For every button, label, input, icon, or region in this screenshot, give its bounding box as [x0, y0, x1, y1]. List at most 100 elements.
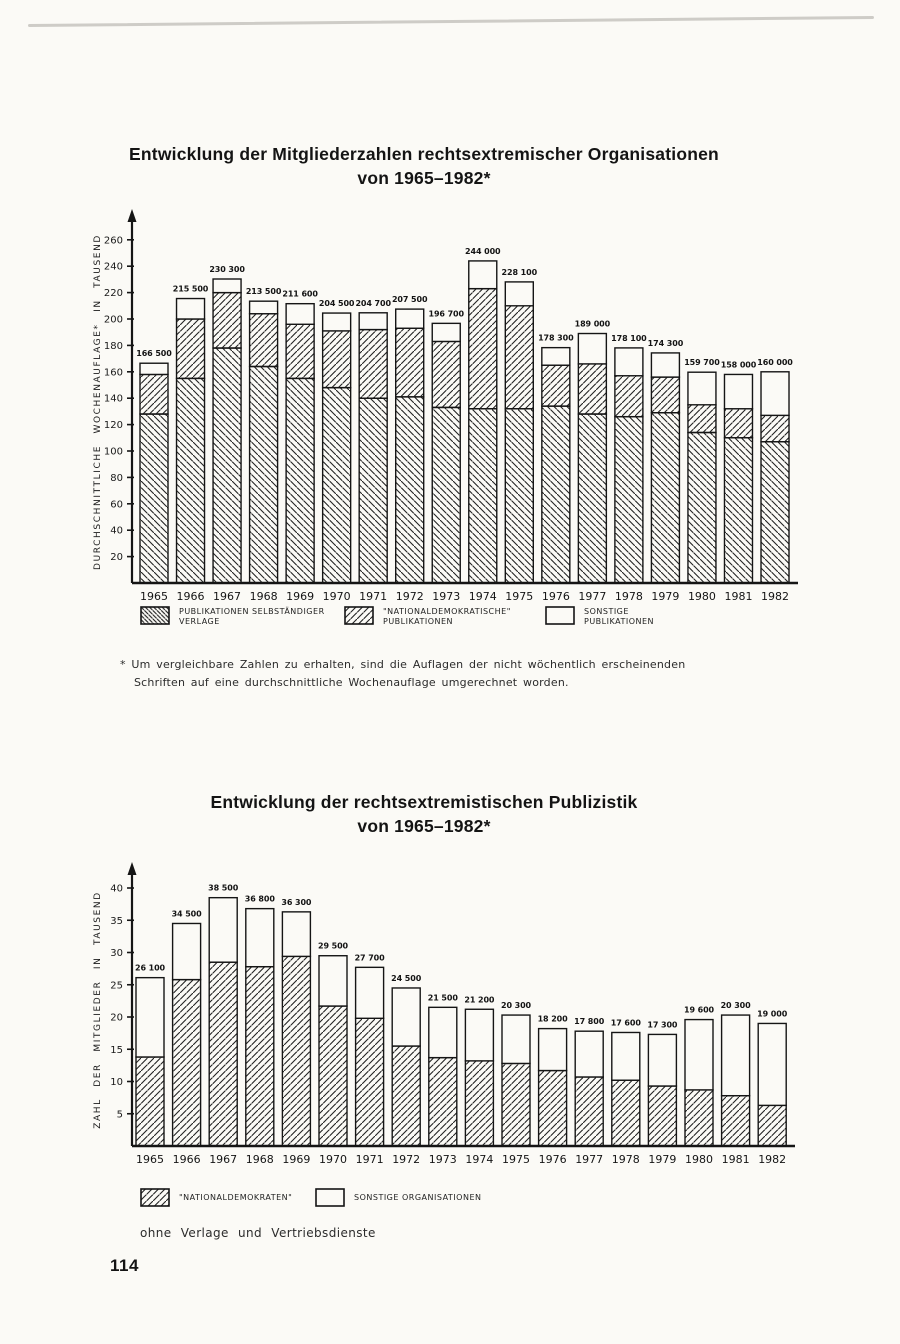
x-tick-label: 1976: [542, 590, 570, 603]
bar-segment: [464, 1060, 495, 1147]
bar-value-label: 20 300: [721, 1001, 752, 1010]
bar-value-label: 204 700: [355, 299, 391, 308]
x-tick-label: 1965: [136, 1153, 164, 1166]
bar-segment: [504, 281, 534, 307]
bar-segment: [541, 405, 571, 584]
bar-segment: [501, 1062, 531, 1147]
bar-segment: [139, 413, 169, 584]
bar-1978: 17 600 1978: [611, 1018, 642, 1166]
bar-segment: [760, 371, 790, 417]
bar-segment: [135, 976, 165, 1058]
bar-1967: 230 300 1967: [209, 265, 245, 603]
legend-label-line1: SONSTIGE: [584, 607, 629, 616]
bar-1968: 36 800 1968: [245, 895, 276, 1166]
legend-label: "NATIONALDEMOKRATISCHE" PUBLIKATIONEN: [383, 606, 511, 627]
x-tick-label: 1969: [282, 1153, 310, 1166]
bar-segment: [321, 330, 352, 389]
bar-value-label: 19 000: [757, 1009, 788, 1018]
x-tick-label: 1981: [724, 590, 752, 603]
x-tick-label: 1967: [209, 1153, 237, 1166]
bar-1973: 21 500 1973: [428, 993, 459, 1166]
bar-value-label: 166 500: [136, 349, 172, 358]
bar-segment: [574, 1030, 604, 1078]
x-tick-label: 1971: [356, 1153, 384, 1166]
legend-label-line2: PUBLIKATIONEN: [383, 617, 454, 626]
bar-segment: [577, 332, 608, 365]
bar-value-label: 230 300: [209, 265, 245, 274]
legend-item-verlage: PUBLIKATIONEN SELBSTÄNDIGER VERLAGE: [140, 606, 325, 627]
bar-segment: [175, 297, 206, 320]
bar-segment: [281, 911, 312, 958]
y-axis-arrow-icon: [127, 209, 137, 222]
y-tick-label: 120: [104, 420, 123, 431]
x-tick-label: 1968: [246, 1153, 274, 1166]
bar-segment: [245, 907, 275, 968]
y-tick-label: 80: [110, 473, 123, 484]
bar-value-label: 29 500: [318, 942, 349, 951]
bar-segment: [212, 347, 242, 584]
bar-segment: [541, 364, 571, 407]
bar-segment: [541, 346, 571, 366]
bar-segment: [431, 340, 461, 409]
bar-value-label: 24 500: [391, 974, 422, 983]
bar-value-label: 159 700: [684, 358, 720, 367]
bar-value-label: 21 200: [464, 995, 495, 1004]
bar-segment: [321, 386, 352, 584]
chart1-canvas: 20 40 60 80 100 120 140 160 180 200 220 240 260DURCH…: [93, 209, 798, 603]
chart2-canvas: 5 10 15 20 25 30 35 40 ZAHL DER MITGLIEDER IN TA…: [93, 862, 795, 1166]
bar-1969: 211 600 1969: [282, 290, 318, 603]
chart1-title: Entwicklung der Mitgliederzahlen rechtse…: [0, 142, 874, 190]
bar-segment: [281, 955, 312, 1147]
bar-segment: [757, 1022, 787, 1107]
legend-label: "NATIONALDEMOKRATEN": [179, 1188, 292, 1203]
bar-segment: [171, 922, 202, 981]
bar-segment: [537, 1027, 568, 1072]
bar-value-label: 160 000: [757, 358, 793, 367]
y-tick-label: 30: [110, 948, 123, 959]
legend-label-line2: VERLAGE: [179, 617, 220, 626]
footnote-line1: * Um vergleichbare Zahlen zu erhalten, s…: [120, 658, 686, 671]
bar-segment: [358, 328, 388, 399]
bar-1971: 204 700 1971: [355, 299, 391, 603]
chart2-title: Entwicklung der rechtsextremistischen Pu…: [0, 790, 874, 838]
bar-segment: [537, 1069, 568, 1147]
y-tick-label: 220: [104, 288, 123, 299]
y-tick-label: 180: [104, 341, 123, 352]
legend-item-sonstige: SONSTIGE PUBLIKATIONEN: [545, 606, 654, 627]
bar-value-label: 38 500: [208, 884, 239, 893]
x-tick-label: 1975: [502, 1153, 530, 1166]
x-tick-label: 1979: [651, 590, 679, 603]
bar-value-label: 26 100: [135, 964, 166, 973]
bar-segment: [208, 896, 238, 963]
bar-segment: [248, 300, 279, 315]
bar-segment: [285, 302, 315, 325]
x-tick-label: 1974: [465, 1153, 493, 1166]
bar-1973: 196 700 1973: [428, 309, 464, 603]
bar-segment: [391, 987, 421, 1047]
bar-segment: [614, 415, 644, 584]
chart2-title-line2: von 1965–1982*: [357, 816, 491, 836]
bar-segment: [723, 373, 754, 410]
bar-value-label: 244 000: [465, 247, 501, 256]
bar-1977: 189 000 1977: [575, 320, 611, 603]
x-tick-label: 1982: [761, 590, 789, 603]
bar-value-label: 174 300: [648, 339, 684, 348]
bar-1974: 244 000 1974: [465, 247, 501, 603]
x-tick-label: 1968: [250, 590, 278, 603]
bar-1982: 160 000 1982: [757, 358, 793, 603]
x-tick-label: 1980: [688, 590, 716, 603]
bar-segment: [395, 308, 425, 329]
y-tick-label: 40: [110, 884, 123, 895]
bar-segment: [245, 965, 275, 1147]
x-tick-label: 1978: [612, 1153, 640, 1166]
bar-1978: 178 100 1978: [611, 334, 647, 603]
y-axis-title: ZAHL DER MITGLIEDER IN TAUSEND: [93, 891, 103, 1129]
bar-segment: [720, 1014, 751, 1097]
hatch-dense-swatch-icon: [140, 606, 170, 625]
bar-segment: [428, 1056, 458, 1147]
bar-segment: [175, 377, 206, 584]
x-tick-label: 1979: [648, 1153, 676, 1166]
bar-segment: [611, 1031, 641, 1081]
bar-1981: 158 000 1981: [721, 360, 757, 603]
bar-value-label: 17 300: [647, 1020, 678, 1029]
